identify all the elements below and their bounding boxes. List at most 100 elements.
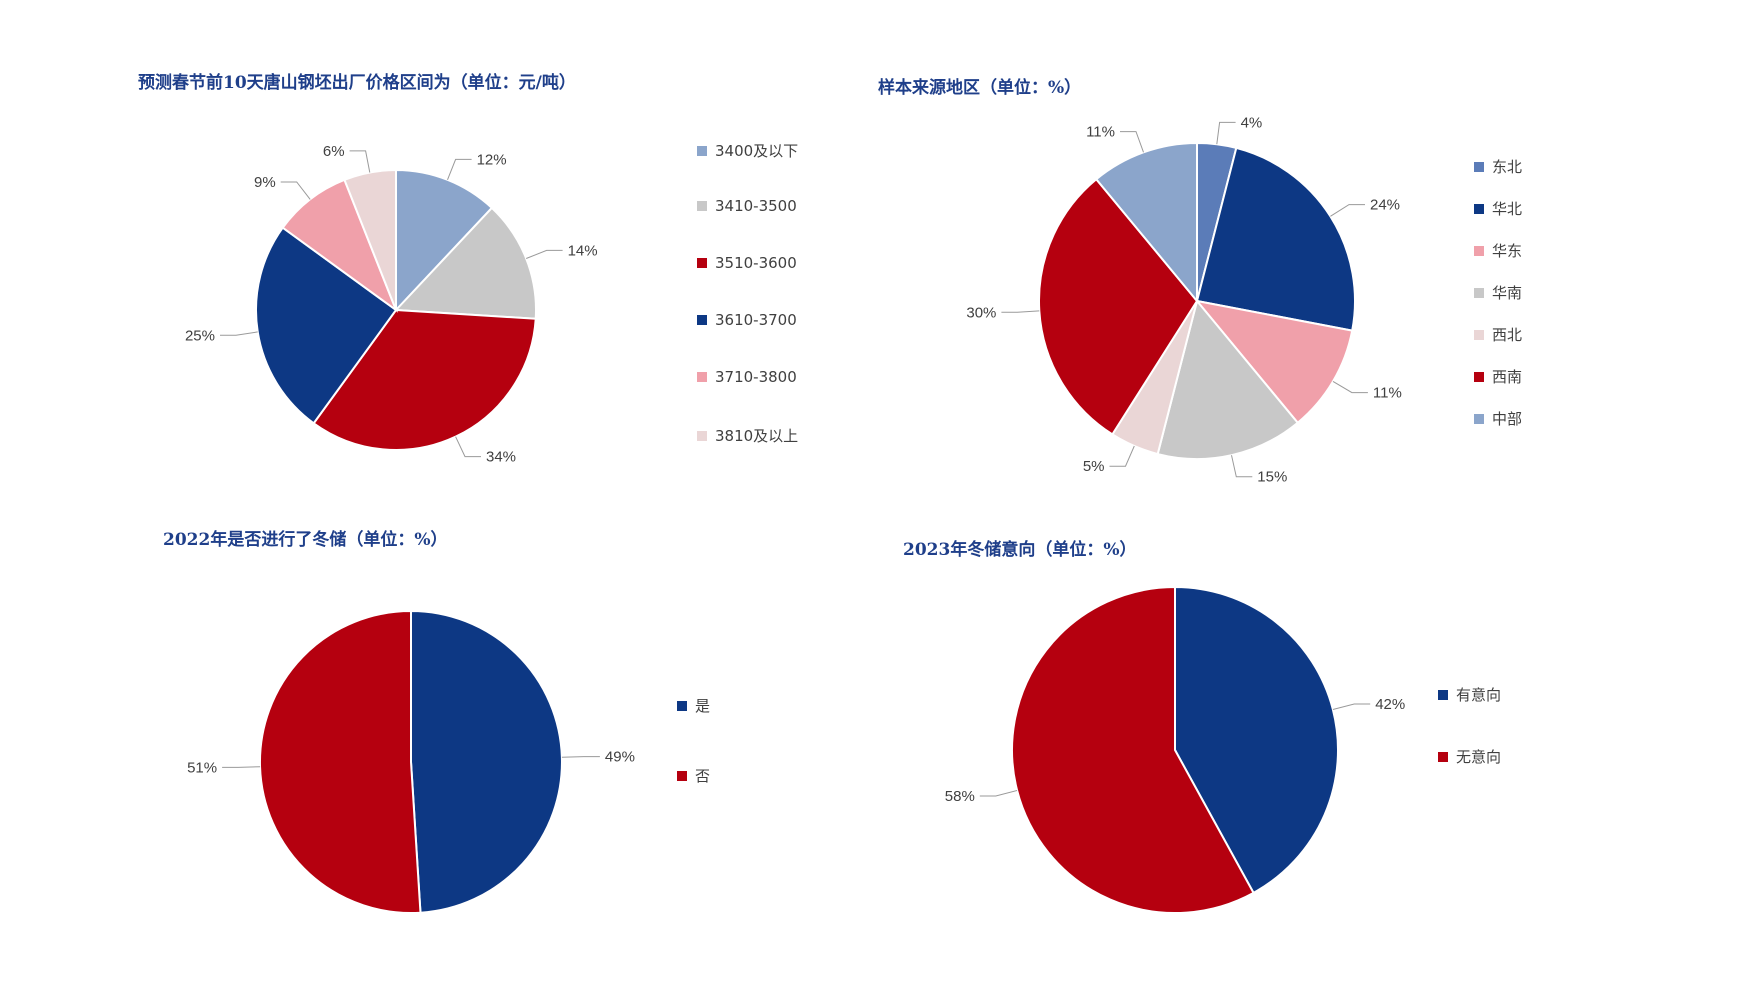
legend-label: 华东 (1492, 242, 1523, 260)
legend-swatch (697, 315, 707, 325)
legend-swatch (1474, 371, 1484, 382)
legend-swatch (677, 770, 687, 781)
leader-line (349, 150, 371, 173)
leader-line (1330, 204, 1365, 217)
legend-swatch (1438, 689, 1448, 700)
legend-label: 是 (695, 697, 711, 715)
legend-item: 华东 (1474, 240, 1522, 261)
slice-value-label: 51% (187, 759, 217, 776)
slice-value-label: 15% (1257, 469, 1287, 486)
legend-label: 3410-3500 (715, 197, 797, 215)
slice-value-label: 5% (1083, 458, 1105, 475)
pie-slice-无意向 (1011, 585, 1255, 914)
legend-item: 华北 (1474, 198, 1522, 219)
legend-item: 中部 (1474, 408, 1522, 429)
legend-item: 西南 (1474, 366, 1522, 387)
legend-swatch (697, 145, 707, 156)
leader-line (1001, 310, 1040, 313)
chart-title: 2023年冬储意向（单位：%） (903, 540, 1137, 560)
legend-label: 无意向 (1456, 748, 1502, 766)
leader-line (455, 436, 481, 458)
legend-label: 西北 (1492, 326, 1523, 344)
leader-line (1216, 121, 1236, 145)
slice-value-label: 12% (477, 151, 507, 168)
legend-item: 否 (677, 765, 710, 786)
legend-item: 3710-3800 (697, 368, 797, 386)
pie-slice-3410-3500 (393, 206, 537, 320)
legend-swatch (697, 201, 707, 211)
pie-slice-3400及以下 (395, 168, 494, 313)
slice-value-label: 49% (605, 749, 635, 766)
slice-value-label: 11% (1373, 385, 1402, 402)
legend-label: 3510-3600 (715, 254, 797, 272)
legend-label: 华北 (1492, 200, 1523, 218)
leader-line (1109, 445, 1135, 467)
slice-value-label: 42% (1375, 696, 1405, 713)
chart-title: 预测春节前10天唐山钢坯出厂价格区间为（单位：元/吨） (138, 73, 576, 93)
legend-item: 3810及以上 (697, 425, 798, 446)
legend-label: 3710-3800 (715, 368, 797, 386)
legend-label: 3400及以下 (715, 142, 799, 160)
slice-value-label: 24% (1370, 197, 1400, 214)
legend-swatch (1474, 413, 1484, 424)
slice-value-label: 4% (1241, 114, 1263, 131)
pie-slice-华南 (1156, 298, 1300, 461)
chart-title: 样本来源地区（单位：%） (878, 78, 1082, 98)
legend-swatch (1474, 203, 1484, 214)
slice-value-label: 14% (568, 242, 598, 259)
pie-slice-中部 (1094, 141, 1198, 304)
leader-line (222, 766, 261, 768)
pie-slice-西南 (1038, 177, 1199, 436)
leader-line (220, 331, 258, 336)
leader-line (979, 790, 1018, 797)
legend-item: 3510-3600 (697, 254, 797, 272)
pie-slice-有意向 (1174, 585, 1339, 895)
legend-swatch (677, 700, 687, 711)
legend-item: 东北 (1474, 156, 1522, 177)
legend-item: 3410-3500 (697, 197, 797, 215)
legend-label: 3610-3700 (715, 311, 797, 329)
leader-line (1332, 380, 1368, 394)
pie-slice-是 (410, 609, 563, 914)
pie-slice-3510-3600 (312, 308, 537, 451)
slice-value-label: 9% (254, 174, 276, 191)
legend-swatch (1474, 329, 1484, 340)
legend-swatch (1474, 287, 1484, 298)
legend-label: 有意向 (1456, 686, 1502, 704)
slice-value-label: 25% (185, 327, 215, 344)
legend-swatch (697, 372, 707, 382)
slice-value-label: 58% (945, 788, 975, 805)
legend-item: 西北 (1474, 324, 1522, 345)
legend-label: 否 (695, 767, 711, 785)
leader-line (561, 756, 600, 758)
slice-value-label: 34% (486, 449, 516, 466)
slice-value-label: 11% (1086, 124, 1115, 141)
pie-slice-3710-3800 (281, 178, 399, 313)
legend-item: 3610-3700 (697, 311, 797, 329)
pie-slice-华北 (1195, 146, 1356, 332)
legend-swatch (697, 430, 707, 441)
leader-line (1120, 131, 1144, 153)
legend-swatch (1474, 245, 1484, 256)
legend-label: 3810及以上 (715, 427, 799, 445)
chart-title: 2022年是否进行了冬储（单位：%） (163, 530, 448, 550)
leader-line (1332, 703, 1371, 710)
slice-value-label: 6% (323, 143, 345, 160)
leader-line (280, 181, 311, 200)
leader-line (526, 249, 563, 259)
legend-item: 是 (677, 695, 710, 716)
legend-label: 东北 (1492, 158, 1523, 176)
legend-label: 中部 (1492, 410, 1523, 428)
legend-swatch (1474, 161, 1484, 172)
legend-label: 华南 (1492, 284, 1523, 302)
legend-label: 西南 (1492, 368, 1523, 386)
legend-item: 有意向 (1438, 684, 1501, 705)
pie-slice-3610-3700 (255, 226, 398, 425)
slice-value-label: 30% (966, 304, 996, 321)
legend-swatch (1438, 751, 1448, 762)
legend-swatch (697, 258, 707, 268)
